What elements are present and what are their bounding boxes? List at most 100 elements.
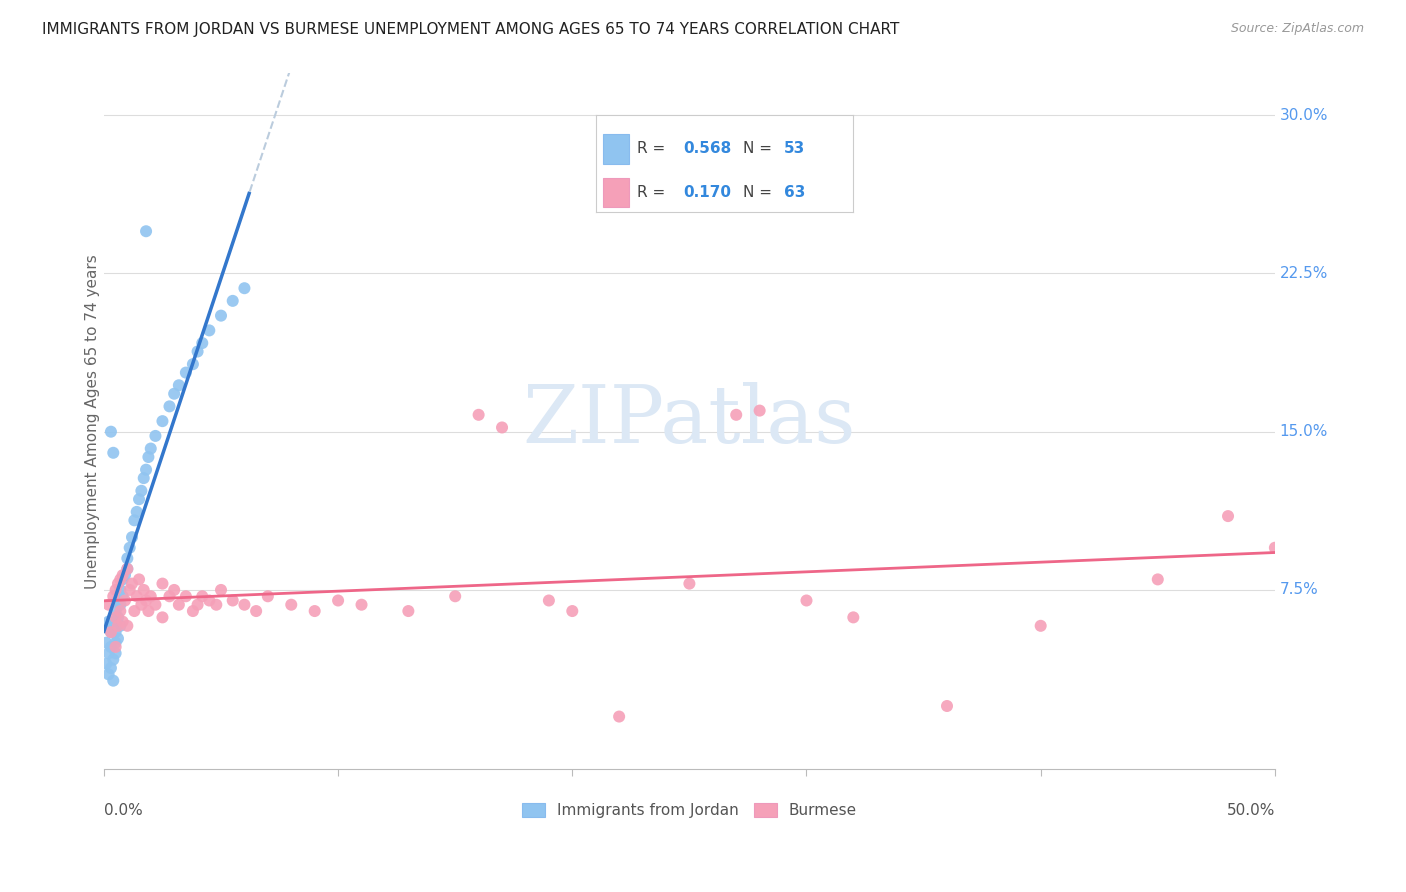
Point	[209, 582, 232, 597]
Point	[100, 625, 122, 640]
Point	[104, 646, 127, 660]
Point	[104, 615, 127, 629]
Point	[163, 386, 186, 401]
Point	[118, 582, 141, 597]
Point	[198, 593, 221, 607]
Point	[103, 673, 125, 688]
Point	[100, 640, 122, 654]
Point	[103, 652, 125, 666]
Point	[107, 610, 129, 624]
Point	[174, 366, 197, 380]
Point	[121, 576, 143, 591]
Point	[678, 576, 700, 591]
Point	[125, 589, 148, 603]
Point	[114, 593, 136, 607]
Point	[131, 598, 153, 612]
Text: 15.0%: 15.0%	[1279, 425, 1327, 439]
Point	[131, 483, 153, 498]
Point	[117, 551, 139, 566]
Point	[100, 661, 122, 675]
Point	[467, 408, 489, 422]
Point	[198, 323, 221, 337]
Text: 50.0%: 50.0%	[1226, 803, 1275, 818]
Point	[107, 576, 129, 591]
Point	[187, 344, 209, 359]
Point	[167, 378, 190, 392]
Point	[163, 582, 186, 597]
Point	[187, 598, 209, 612]
Point	[607, 709, 630, 723]
Point	[111, 589, 134, 603]
Point	[257, 589, 280, 603]
Point	[167, 598, 190, 612]
Point	[725, 408, 748, 422]
Point	[100, 425, 122, 439]
Point	[152, 576, 174, 591]
Point	[104, 604, 127, 618]
Point	[97, 615, 120, 629]
Point	[111, 573, 134, 587]
Point	[181, 604, 204, 618]
Point	[233, 281, 256, 295]
Point	[191, 589, 214, 603]
Point	[181, 357, 204, 371]
Point	[233, 598, 256, 612]
Point	[796, 593, 818, 607]
Text: 0.0%: 0.0%	[104, 803, 142, 818]
Point	[117, 562, 139, 576]
Point	[111, 568, 134, 582]
Point	[104, 625, 127, 640]
Point	[100, 625, 122, 640]
Point	[117, 562, 139, 576]
Point	[103, 619, 125, 633]
Point	[159, 589, 181, 603]
Point	[561, 604, 583, 618]
Point	[103, 446, 125, 460]
Point	[114, 568, 136, 582]
Point	[138, 604, 160, 618]
Point	[110, 598, 132, 612]
Point	[174, 589, 197, 603]
Point	[139, 442, 162, 456]
Point	[326, 593, 349, 607]
Text: ZIPatlas: ZIPatlas	[523, 382, 856, 460]
Point	[125, 505, 148, 519]
Point	[107, 619, 129, 633]
Point	[104, 610, 127, 624]
Point	[280, 598, 302, 612]
Point	[1146, 573, 1168, 587]
Point	[139, 589, 162, 603]
Point	[135, 463, 157, 477]
Point	[121, 530, 143, 544]
Point	[159, 400, 181, 414]
Point	[132, 582, 155, 597]
Point	[107, 593, 129, 607]
Point	[138, 450, 160, 464]
Point	[222, 593, 245, 607]
Point	[537, 593, 560, 607]
Point	[748, 403, 770, 417]
Point	[111, 615, 134, 629]
Point	[97, 667, 120, 681]
Point	[128, 492, 150, 507]
Point	[152, 610, 174, 624]
Text: IMMIGRANTS FROM JORDAN VS BURMESE UNEMPLOYMENT AMONG AGES 65 TO 74 YEARS CORRELA: IMMIGRANTS FROM JORDAN VS BURMESE UNEMPL…	[42, 22, 900, 37]
Point	[103, 589, 125, 603]
Point	[205, 598, 228, 612]
Point	[110, 604, 132, 618]
Text: 7.5%: 7.5%	[1279, 582, 1319, 598]
Point	[396, 604, 419, 618]
Text: Source: ZipAtlas.com: Source: ZipAtlas.com	[1230, 22, 1364, 36]
Text: 22.5%: 22.5%	[1279, 266, 1327, 281]
Point	[96, 636, 118, 650]
Point	[117, 619, 139, 633]
Point	[222, 293, 245, 308]
Point	[145, 598, 167, 612]
Point	[304, 604, 326, 618]
Point	[1264, 541, 1286, 555]
Point	[245, 604, 267, 618]
Point	[104, 582, 127, 597]
Point	[152, 414, 174, 428]
Point	[97, 646, 120, 660]
Point	[842, 610, 865, 624]
